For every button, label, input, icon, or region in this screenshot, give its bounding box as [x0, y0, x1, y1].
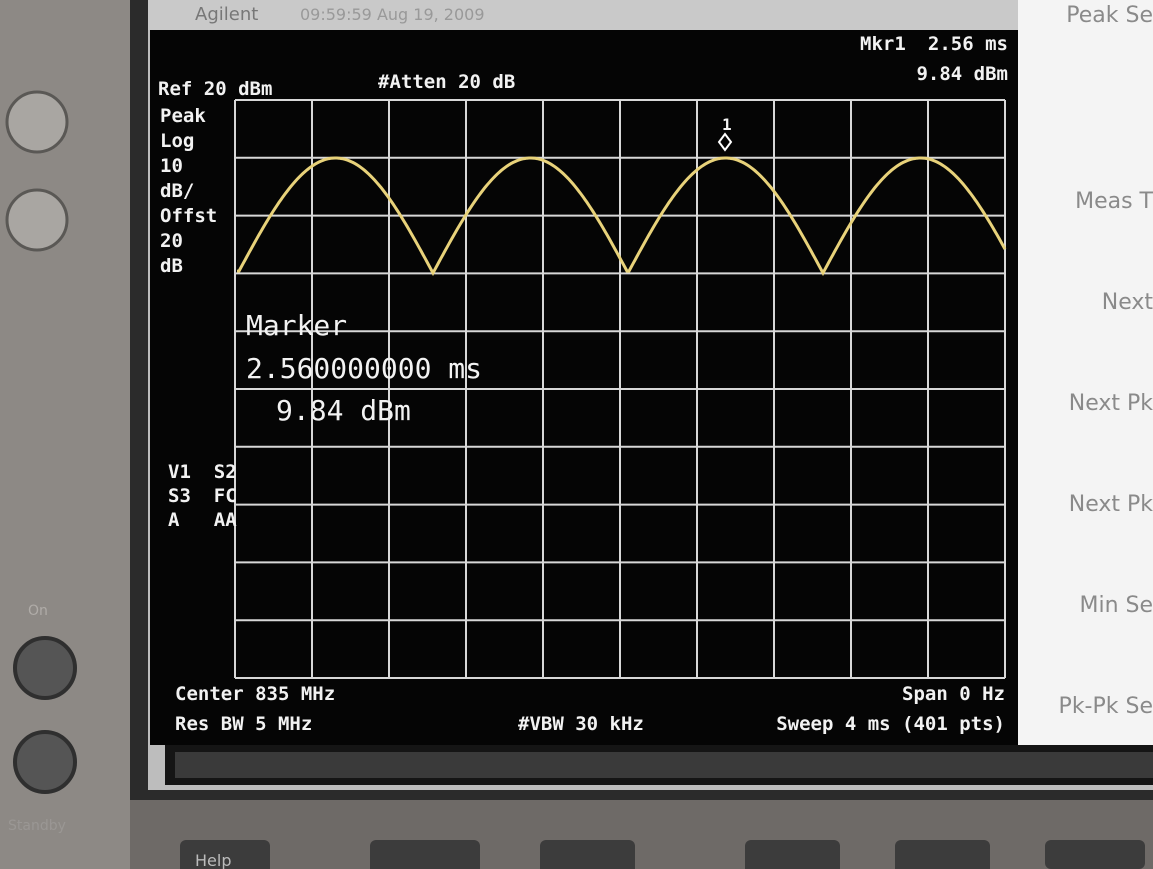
center-freq: Center 835 MHz: [175, 683, 335, 705]
on-label: On: [28, 603, 48, 619]
softkey-label[interactable]: Peak Se: [1066, 3, 1153, 28]
marker-time: 2.56 ms: [928, 33, 1008, 55]
marker-box-title: Marker: [246, 309, 347, 342]
sweep: Sweep 4 ms (401 pts): [776, 713, 1005, 735]
softkey-label[interactable]: Pk-Pk Se: [1059, 694, 1153, 719]
brand: Agilent: [195, 4, 258, 25]
marker-label: Mkr1: [860, 33, 906, 55]
screen-photo: Agilent 09:59:59 Aug 19, 2009 1 Mkr1 2.5…: [0, 0, 1153, 869]
standby-label: Standby: [8, 818, 66, 834]
on-button[interactable]: [15, 638, 75, 698]
timestamp: 09:59:59 Aug 19, 2009: [300, 5, 485, 24]
attenuation: #Atten 20 dB: [378, 71, 515, 93]
display: [150, 30, 1018, 745]
front-key[interactable]: [1045, 840, 1145, 869]
left-annotation: Offst: [160, 205, 217, 227]
standby-button[interactable]: [15, 732, 75, 792]
status-line: [175, 752, 1153, 778]
softkey-label[interactable]: Next Pk: [1069, 391, 1153, 416]
left-annotation: 20: [160, 230, 183, 252]
help-label: Help: [195, 851, 231, 869]
front-key[interactable]: [745, 840, 840, 869]
span: Span 0 Hz: [902, 683, 1005, 705]
round-button[interactable]: [7, 92, 67, 152]
left-annotation: 10: [160, 155, 183, 177]
front-key[interactable]: [540, 840, 635, 869]
softkey-panel: [1018, 0, 1153, 750]
marker-number: 1: [722, 115, 732, 134]
marker-level: 9.84 dBm: [916, 63, 1008, 85]
left-annotation: dB: [160, 255, 183, 277]
trace-flag: S3 FC: [168, 485, 237, 507]
front-key[interactable]: [895, 840, 990, 869]
marker-box-level: 9.84 dBm: [276, 394, 411, 427]
left-annotation: dB/: [160, 180, 194, 202]
softkey-label[interactable]: Next Pk: [1069, 492, 1153, 517]
ref-level: Ref 20 dBm: [158, 78, 272, 100]
softkey-label[interactable]: Next: [1102, 290, 1153, 315]
res-bw: Res BW 5 MHz: [175, 713, 312, 735]
left-annotation: Log: [160, 130, 194, 152]
round-button[interactable]: [7, 190, 67, 250]
softkey-label[interactable]: Meas T: [1075, 189, 1153, 214]
left-annotation: Peak: [160, 105, 206, 127]
trace-flag: A AA: [168, 509, 237, 531]
vbw: #VBW 30 kHz: [518, 713, 644, 735]
front-key[interactable]: [370, 840, 480, 869]
softkey-label[interactable]: Min Se: [1079, 593, 1153, 618]
trace-flag: V1 S2: [168, 461, 237, 483]
header-bar: [148, 0, 1018, 30]
marker-box-time: 2.560000000 ms: [246, 352, 482, 385]
